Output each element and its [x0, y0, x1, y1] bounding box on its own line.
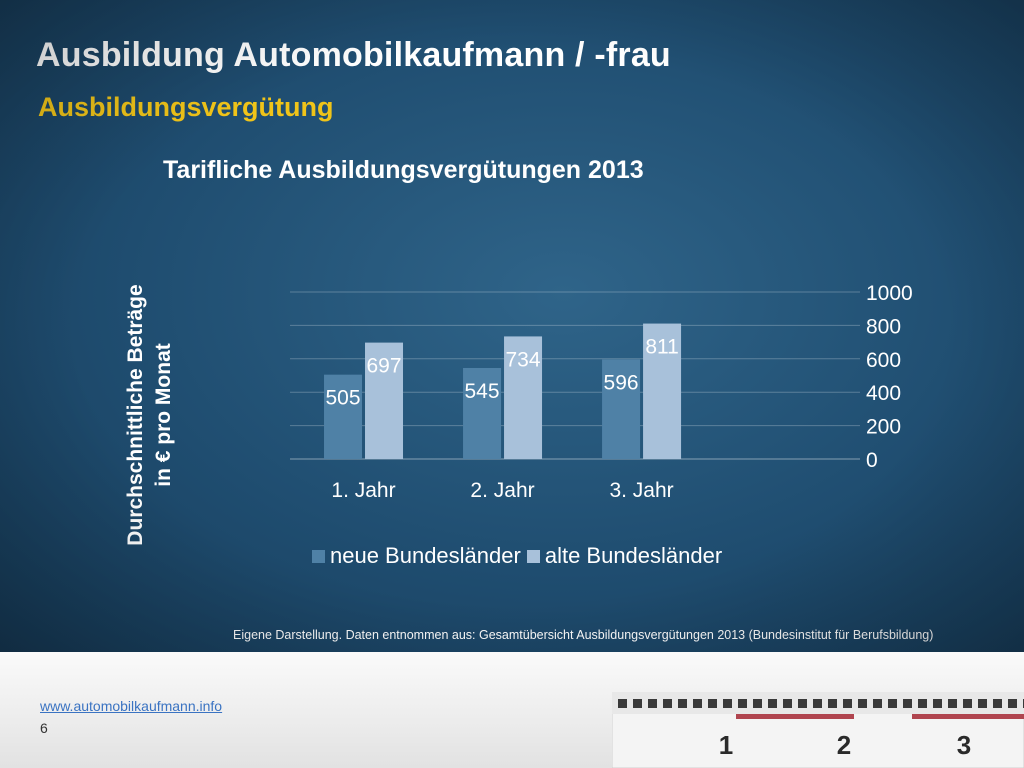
bar-chart: 0 200 400 600 800 1000 505 697 1. Jahr 545 734 2. J…	[324, 282, 913, 502]
legend-label-neue: neue Bundesländer	[330, 543, 521, 568]
x-tick-label: 2. Jahr	[470, 479, 534, 502]
y-tick-label: 1000	[866, 282, 913, 305]
data-label: 734	[506, 348, 541, 371]
slide-title: Ausbildung Automobilkaufmann / -frau	[36, 36, 671, 74]
ruler-red-band	[736, 714, 854, 719]
y-tick-label: 800	[866, 315, 901, 338]
slide-background: Ausbildung Automobilkaufmann / -frau Aus…	[0, 0, 1024, 652]
ruler-tick	[828, 699, 837, 708]
ruler-tick	[978, 699, 987, 708]
ruler-tick	[858, 699, 867, 708]
data-label: 545	[465, 380, 500, 403]
legend-label-alte: alte Bundesländer	[544, 543, 723, 568]
ruler-tick	[783, 699, 792, 708]
bar	[365, 342, 404, 459]
ruler-tick	[888, 699, 897, 708]
bar	[643, 323, 682, 459]
data-label: 697	[366, 355, 401, 378]
ruler-tick	[993, 699, 1002, 708]
bar	[504, 336, 543, 459]
legend-swatch-neue	[312, 549, 325, 563]
data-label: 505	[325, 387, 360, 410]
ruler-tick	[918, 699, 927, 708]
legend-item-neue: neue Bundesländer	[312, 543, 521, 569]
y-tick-label: 400	[866, 382, 901, 405]
bar	[463, 367, 502, 459]
bar	[324, 374, 363, 459]
legend-item-alte: alte Bundesländer	[526, 543, 723, 569]
ruler-number: 1	[719, 730, 733, 760]
bar	[602, 359, 641, 459]
source-note: Eigene Darstellung. Daten entnommen aus:…	[233, 628, 934, 642]
ruler-tick	[648, 699, 657, 708]
ruler-tick	[873, 699, 882, 708]
y-tick-label: 200	[866, 416, 901, 439]
ruler-tick	[663, 699, 672, 708]
ruler-number: 2	[837, 730, 851, 760]
chart-title: Tarifliche Ausbildungsvergütungen 2013	[163, 156, 644, 184]
ruler-tick	[708, 699, 717, 708]
ruler-tick	[723, 699, 732, 708]
ruler-tick	[963, 699, 972, 708]
ruler-tick	[843, 699, 852, 708]
ruler-tick	[813, 699, 822, 708]
ruler-tick	[903, 699, 912, 708]
ruler-tick	[768, 699, 777, 708]
ruler-red-band	[912, 714, 1024, 719]
data-label: 596	[604, 371, 639, 394]
ruler-tick	[678, 699, 687, 708]
ruler-tick	[618, 699, 627, 708]
ruler-decoration: 1 2 3	[612, 692, 1024, 768]
x-tick-label: 3. Jahr	[609, 479, 673, 502]
y-tick-label: 600	[866, 349, 901, 372]
ruler-tick	[948, 699, 957, 708]
ruler-tick	[933, 699, 942, 708]
ruler-number: 3	[957, 730, 971, 760]
website-link[interactable]: www.automobilkaufmann.info	[40, 698, 223, 714]
data-label: 811	[645, 336, 678, 359]
ruler-tick	[693, 699, 702, 708]
chart-legend: neue Bundesländer alte Bundesländer	[312, 543, 728, 569]
x-tick-label: 1. Jahr	[331, 479, 395, 502]
page-number: 6	[40, 720, 48, 736]
y-tick-label: 0	[866, 449, 878, 472]
ruler-tick	[1008, 699, 1017, 708]
ruler-tick	[738, 699, 747, 708]
ruler-tick	[753, 699, 762, 708]
ruler-tick	[633, 699, 642, 708]
slide-footer: www.automobilkaufmann.info 6 1 2 3	[0, 652, 1024, 768]
legend-swatch-alte	[526, 549, 540, 563]
slide-subtitle: Ausbildungsvergütung	[38, 92, 334, 122]
ruler-tick	[798, 699, 807, 708]
